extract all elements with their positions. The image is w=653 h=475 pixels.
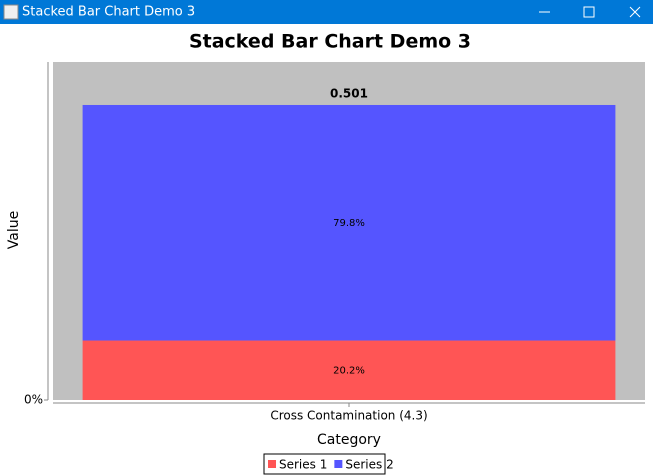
legend-label: Series 1 <box>279 458 327 472</box>
window-title: Stacked Bar Chart Demo 3 <box>22 5 195 20</box>
maximize-button[interactable] <box>583 6 595 18</box>
x-axis-label: Category <box>317 432 381 448</box>
bar-segment <box>82 340 616 400</box>
legend-box <box>263 453 386 475</box>
bar-segment <box>82 104 616 341</box>
app-icon <box>3 4 19 20</box>
x-tick-label: Cross Contamination (4.3) <box>270 409 427 423</box>
chart-title: Stacked Bar Chart Demo 3 <box>189 31 471 53</box>
y-axis-label: Value <box>6 211 22 249</box>
legend-label: Series 2 <box>345 458 393 472</box>
close-button[interactable] <box>629 6 641 18</box>
total-label: 0.501 <box>330 86 368 100</box>
value-label: 79.8% <box>333 218 365 229</box>
y-tick-label: 0% <box>24 393 43 407</box>
legend-swatch <box>334 460 343 468</box>
legend-swatch <box>268 460 276 468</box>
value-label: 20.2% <box>333 365 365 376</box>
